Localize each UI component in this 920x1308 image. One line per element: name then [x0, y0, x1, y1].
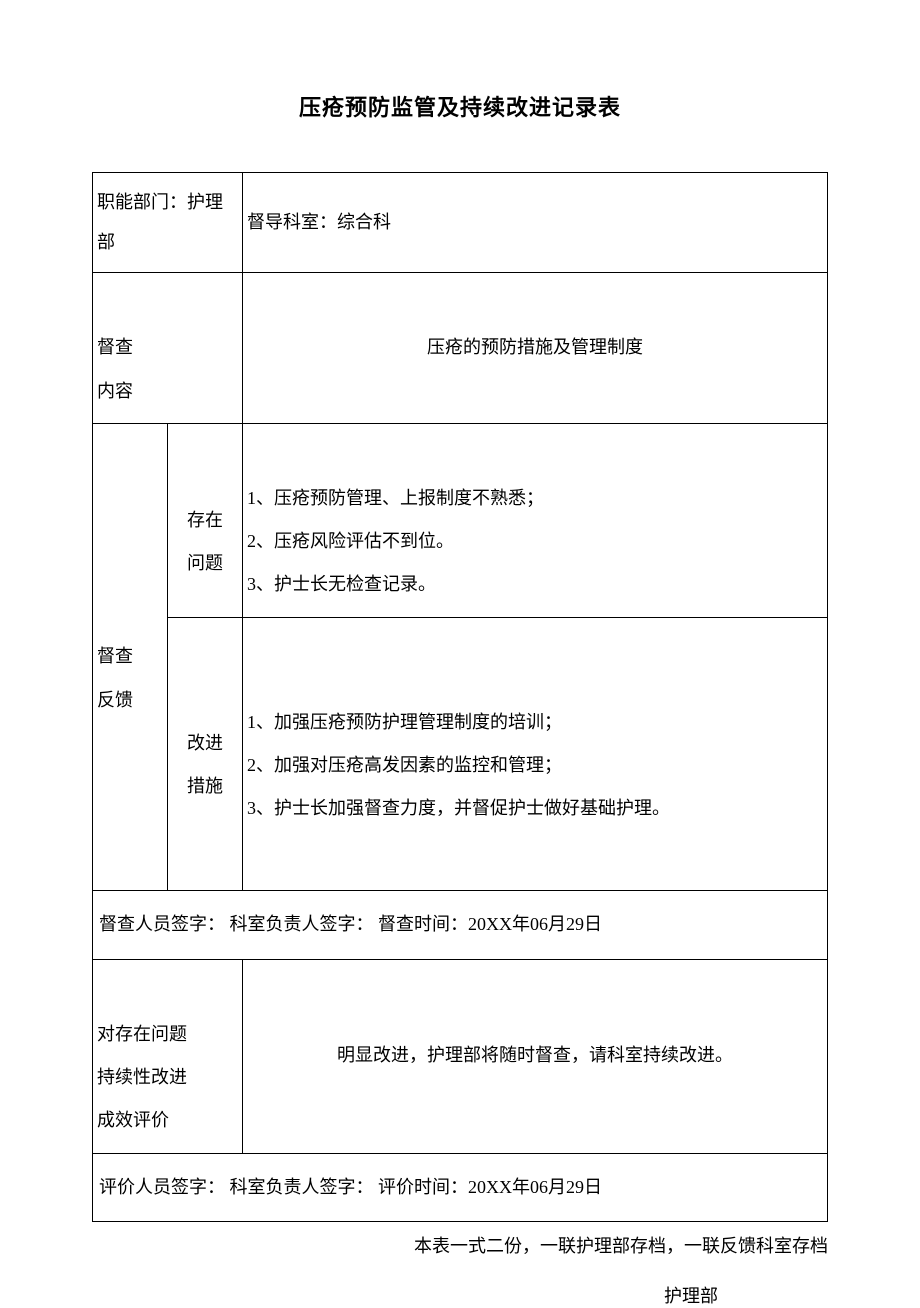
- signature-1-text: 督查人员签字： 科室负责人签字： 督查时间：20XX年06月29日: [99, 914, 602, 934]
- office-cell: 督导科室：综合科: [243, 173, 828, 273]
- signature-row-1: 督查人员签字： 科室负责人签字： 督查时间：20XX年06月29日: [93, 891, 828, 960]
- problems-content: 1、压疮预防管理、上报制度不熟悉； 2、压疮风险评估不到位。 3、护士长无检查记…: [247, 488, 544, 594]
- footer-department: 护理部: [92, 1282, 828, 1308]
- improvements-label: 改进 措施: [187, 733, 223, 796]
- page-title: 压疮预防监管及持续改进记录表: [92, 90, 828, 122]
- problems-label-cell: 存在 问题: [168, 423, 243, 617]
- improvements-content: 1、加强压疮预防护理管理制度的培训； 2、加强对压疮高发因素的监控和管理； 3、…: [247, 712, 670, 818]
- evaluation-content-cell: 明显改进，护理部将随时督查，请科室持续改进。: [243, 959, 828, 1153]
- feedback-label: 督查 反馈: [97, 646, 133, 709]
- table-row: 对存在问题 持续性改进 成效评价 明显改进，护理部将随时督查，请科室持续改进。: [93, 959, 828, 1153]
- evaluation-label: 对存在问题 持续性改进 成效评价: [97, 1024, 187, 1130]
- department-label: 职能部门：护理部: [97, 192, 223, 252]
- table-row: 评价人员签字： 科室负责人签字： 评价时间：20XX年06月29日: [93, 1153, 828, 1222]
- feedback-label-cell: 督查 反馈: [93, 423, 168, 891]
- inspection-content-text: 压疮的预防措施及管理制度: [427, 337, 643, 357]
- improvements-content-cell: 1、加强压疮预防护理管理制度的培训； 2、加强对压疮高发因素的监控和管理； 3、…: [243, 617, 828, 891]
- problems-label: 存在 问题: [187, 510, 223, 573]
- table-row: 督查人员签字： 科室负责人签字： 督查时间：20XX年06月29日: [93, 891, 828, 960]
- footer-note: 本表一式二份，一联护理部存档，一联反馈科室存档: [92, 1232, 828, 1258]
- table-row: 改进 措施 1、加强压疮预防护理管理制度的培训； 2、加强对压疮高发因素的监控和…: [93, 617, 828, 891]
- office-label: 督导科室：综合科: [247, 212, 391, 232]
- evaluation-content: 明显改进，护理部将随时督查，请科室持续改进。: [337, 1045, 733, 1065]
- inspection-content-cell: 压疮的预防措施及管理制度: [243, 273, 828, 424]
- table-row: 督查 内容 压疮的预防措施及管理制度: [93, 273, 828, 424]
- signature-2-text: 评价人员签字： 科室负责人签字： 评价时间：20XX年06月29日: [99, 1177, 602, 1197]
- inspection-content-label-cell: 督查 内容: [93, 273, 243, 424]
- record-table: 职能部门：护理部 督导科室：综合科 督查 内容 压疮的预防措施及管理制度 督查 …: [92, 172, 828, 1222]
- inspection-content-label: 督查 内容: [97, 337, 133, 400]
- problems-content-cell: 1、压疮预防管理、上报制度不熟悉； 2、压疮风险评估不到位。 3、护士长无检查记…: [243, 423, 828, 617]
- table-row: 职能部门：护理部 督导科室：综合科: [93, 173, 828, 273]
- department-cell: 职能部门：护理部: [93, 173, 243, 273]
- evaluation-label-cell: 对存在问题 持续性改进 成效评价: [93, 959, 243, 1153]
- table-row: 督查 反馈 存在 问题 1、压疮预防管理、上报制度不熟悉； 2、压疮风险评估不到…: [93, 423, 828, 617]
- improvements-label-cell: 改进 措施: [168, 617, 243, 891]
- signature-row-2: 评价人员签字： 科室负责人签字： 评价时间：20XX年06月29日: [93, 1153, 828, 1222]
